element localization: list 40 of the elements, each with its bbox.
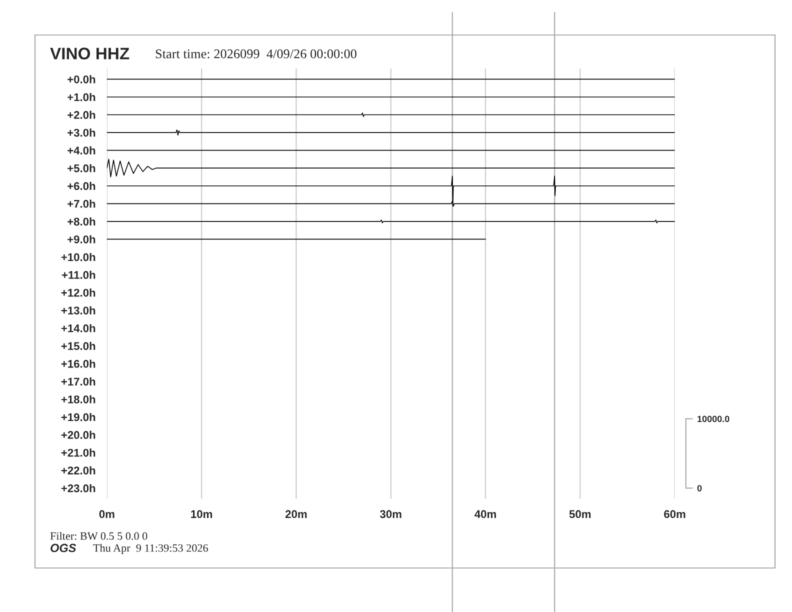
- y-tick-label: +20.0h: [61, 430, 96, 439]
- y-tick-label: +22.0h: [61, 466, 96, 474]
- y-tick-label: +7.0h: [68, 200, 96, 208]
- text: OGS: [50, 544, 76, 552]
- line-series: [106, 158, 675, 178]
- y-tick-label: +21.0h: [61, 448, 96, 457]
- x-tick-label: 30m: [380, 510, 402, 518]
- y-tick-label: +18.0h: [61, 395, 96, 404]
- y-tick-label: +0.0h: [68, 75, 96, 84]
- line-series: [106, 176, 675, 206]
- y-tick-label: +6.0h: [68, 182, 96, 190]
- y-tick-label: +11.0h: [62, 270, 96, 279]
- y-tick-label: +4.0h: [68, 146, 96, 154]
- y-tick-label: +14.0h: [61, 324, 96, 332]
- y-tick-label: +16.0h: [61, 360, 96, 368]
- x-tick-label: 40m: [474, 510, 496, 518]
- y-tick-label: +15.0h: [61, 342, 96, 350]
- y-tick-label: +9.0h: [68, 235, 96, 244]
- y-tick-label: +3.0h: [68, 128, 96, 137]
- y-tick-label: +19.0h: [61, 412, 96, 422]
- chart-title: VINO HHZ: [50, 48, 130, 60]
- y-tick-label: +23.0h: [61, 484, 96, 492]
- y-tick-label: +12.0h: [61, 288, 96, 297]
- x-tick-label: 0m: [99, 510, 114, 518]
- y2-tick-label: 0: [697, 485, 702, 492]
- x-tick-label: 50m: [569, 510, 591, 518]
- x-tick-label: 60m: [664, 510, 686, 518]
- chart-subtitle: Start time: 2026099 4/09/26 00:00:00: [156, 49, 356, 58]
- y2-tick-label: 10000.0: [698, 416, 730, 422]
- x-tick-label: 10m: [191, 510, 212, 518]
- y-tick-label: +13.0h: [61, 306, 96, 314]
- text: Thu Apr 9 11:39:53 2026: [93, 544, 208, 554]
- text: Filter: BW 0.5 5 0.0 0: [50, 532, 148, 540]
- y-tick-label: +8.0h: [68, 217, 96, 226]
- y-tick-label: +17.0h: [61, 377, 96, 386]
- y-tick-label: +5.0h: [68, 164, 96, 172]
- y-tick-label: +1.0h: [68, 92, 96, 102]
- y-tick-label: +2.0h: [68, 110, 96, 119]
- y-tick-label: +10.0h: [61, 252, 96, 262]
- x-tick-label: 20m: [285, 510, 307, 518]
